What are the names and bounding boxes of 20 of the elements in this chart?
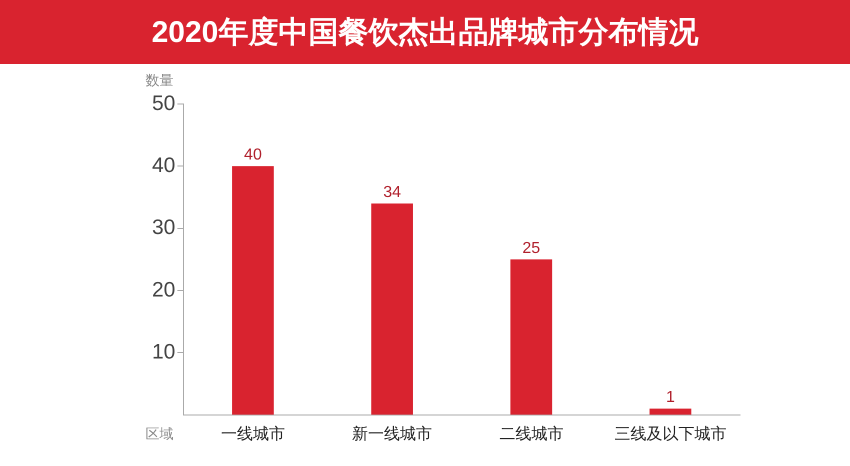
x-axis-title: 区域 (145, 426, 174, 442)
x-tick-label: 一线城市 (220, 424, 285, 443)
bar (232, 166, 274, 415)
bar (371, 203, 413, 415)
y-tick-label: 50 (152, 92, 176, 115)
bar (510, 259, 552, 415)
x-tick-label: 二线城市 (499, 424, 564, 443)
y-tick-label: 40 (152, 154, 176, 177)
data-label: 25 (522, 240, 540, 257)
data-label: 34 (383, 184, 402, 201)
y-tick-label: 20 (152, 278, 176, 302)
x-tick-label: 新一线城市 (352, 424, 432, 443)
y-axis-title: 数量 (145, 72, 174, 88)
x-tick-label: 三线及以下城市 (614, 424, 726, 443)
chart-title: 2020年度中国餐饮杰出品牌城市分布情况 (152, 14, 698, 50)
data-label: 1 (666, 388, 675, 406)
y-tick-label: 10 (152, 340, 176, 364)
bar (650, 408, 692, 415)
y-tick-label: 30 (152, 216, 176, 240)
data-label: 40 (244, 146, 262, 164)
